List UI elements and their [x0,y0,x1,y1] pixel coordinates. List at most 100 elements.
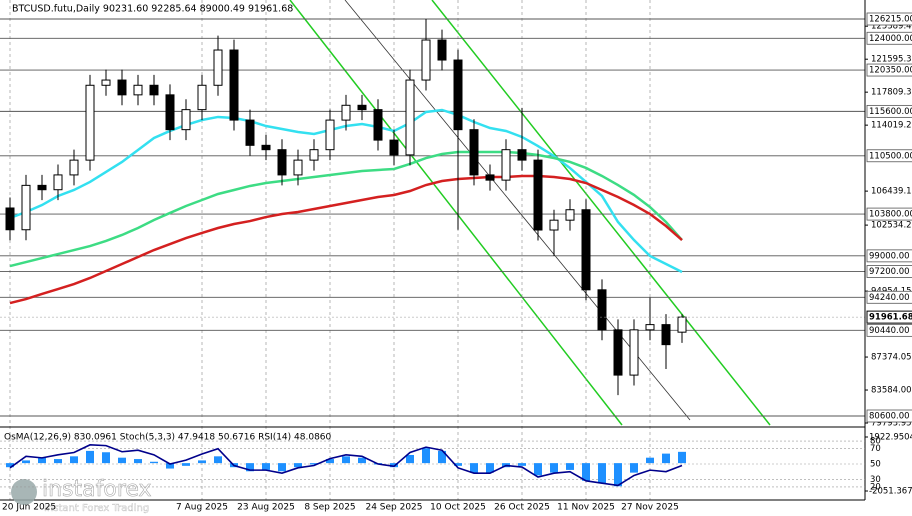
level-label-box [866,63,912,77]
level-label: 99000.00 [869,251,910,261]
osma-bar [102,452,110,464]
osma-bar [326,459,334,464]
watermark-logo [11,479,37,505]
osma-bar [278,463,286,472]
level-label-box [866,12,912,26]
watermark-tagline: Instant Forex Trading [44,503,149,514]
level-label: 94240.00 [869,293,910,303]
candle-body [645,324,655,331]
plot-layers [0,0,865,500]
candle-body [213,49,223,86]
candle-body [293,159,303,176]
level-label-box [866,249,912,263]
candle-body [309,149,319,161]
level-label: 90440.00 [869,326,910,336]
osma-bar [646,457,654,464]
candle-body [517,149,527,161]
candle-body [421,39,431,81]
x-tick-label: 11 Nov 2025 [557,503,615,513]
level-label: 80600.00 [869,412,910,422]
osma-bar [294,463,302,468]
osma-bar [70,456,78,464]
candle-body [277,149,287,176]
x-tick-label: 10 Oct 2025 [430,503,486,513]
osma-bar [54,459,62,464]
osma-bar [22,460,30,464]
candle-body [629,329,639,376]
osma-bar [342,456,350,464]
osma-bar [134,459,142,464]
x-tick-label: 27 Nov 2025 [621,503,679,513]
y-tick-label: 121595.35 [871,55,912,65]
candle-body [165,94,175,131]
candle-body [53,174,63,191]
candle-body [501,149,511,181]
candle-body [597,289,607,331]
candle-body [581,209,591,291]
osma-bar [534,463,542,476]
candle-body [325,119,335,151]
x-tick-label: 8 Sep 2025 [304,503,355,513]
candle-body [21,184,31,231]
candle-body [69,159,79,176]
candle-body [533,159,543,231]
osma-bar [150,461,158,464]
candle-body [549,219,559,231]
y2-tick-label: 80 [870,437,881,447]
osma-bar [614,463,622,487]
osma-bar [470,463,478,473]
osma-bar [38,457,46,464]
osma-bar [86,450,94,464]
level-label: 120350.00 [869,66,912,76]
candle-body [229,49,239,121]
level-label: 124000.00 [869,34,912,44]
y-tick-label: 117809.3 [871,88,912,98]
candle-body [389,139,399,156]
osma-bar [518,463,526,466]
level-label-box [866,265,912,278]
level-label-box [866,104,912,118]
candle-body [197,84,207,111]
candle-body [485,174,495,181]
level-label: 126215.00 [869,14,912,24]
y-tick-label: 114019.25 [871,121,912,131]
y2-tick-label: 70 [870,444,881,454]
candle-body [437,39,447,61]
osma-bar [310,463,318,465]
trend-channel-upper [431,0,771,426]
osma-bar [550,463,558,473]
candle-body [469,129,479,176]
osma-bar [582,463,590,481]
candle-body [405,79,415,156]
y2-tick-label: 50 [870,460,881,470]
x-tick-label: 24 Sep 2025 [365,503,422,513]
candle-body [149,84,159,96]
candle-body [261,144,271,151]
osma-bar [118,457,126,464]
x-tick-label: 23 Aug 2025 [237,503,295,513]
osma-bar [454,463,462,466]
x-tick-label: 20 Jun 2025 [2,503,56,513]
osma-bar [406,454,414,464]
candle-body [133,84,143,96]
x-tick-label: 26 Oct 2025 [494,503,550,513]
osma-bar [246,463,254,472]
candle-body [341,104,351,121]
candle-body [357,104,367,111]
osma-bar [486,463,494,473]
level-label: 110500.00 [869,151,912,161]
level-label-box [866,323,912,337]
osma-bar [662,453,670,464]
indicator-title: OsMA(12,26,9) 830.0961 Stoch(5,3,3) 47.9… [4,433,332,443]
osma-bar [358,457,366,464]
y-tick-label: 79793.95 [871,419,912,429]
y-tick-label: 106439.15 [871,187,912,197]
current-price-label: 91961.68 [869,313,912,323]
candle-body [613,329,623,376]
osma-bar [678,451,686,464]
candle-body [5,207,15,231]
osma-bar [182,463,190,466]
level-label-box [866,31,912,45]
level-label-box [866,149,912,163]
